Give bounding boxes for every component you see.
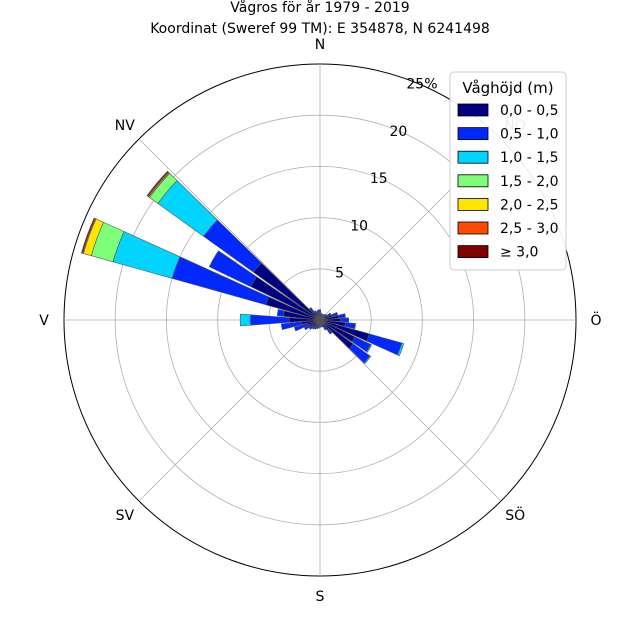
bar-segment <box>323 326 327 331</box>
legend-swatch <box>457 103 489 117</box>
direction-label: SÖ <box>505 506 525 524</box>
bar-segment <box>81 217 96 254</box>
grid-spoke <box>138 138 321 321</box>
legend-label: 2,5 - 3,0 <box>500 221 558 237</box>
legend-entry: 2,5 - 3,0 <box>457 221 558 237</box>
sector-350 <box>317 309 321 321</box>
direction-label: N <box>315 37 325 53</box>
bar-segment <box>112 231 181 279</box>
bar-segment <box>239 313 251 327</box>
legend-entry: 1,5 - 2,0 <box>457 174 558 190</box>
ring-label: 10 <box>350 218 368 234</box>
bar-segment <box>366 344 373 353</box>
bar-segment <box>363 355 372 365</box>
bar-segment <box>313 310 318 315</box>
legend-entry: 0,0 - 0,5 <box>457 103 558 119</box>
radial-tick-labels: 5 10 15 20 25% <box>335 76 437 281</box>
sector-120 <box>319 319 373 353</box>
ring-label: 5 <box>335 266 344 282</box>
legend-label: 1,0 - 1,5 <box>500 150 558 166</box>
legend-title: Våghöjd (m) <box>462 79 553 97</box>
legend-entry: 2,0 - 2,5 <box>457 197 558 213</box>
legend-label: 1,5 - 2,0 <box>500 174 558 190</box>
legend-swatch <box>457 174 489 188</box>
legend-swatch <box>457 150 489 164</box>
bar-segment <box>344 322 356 330</box>
rose-bars <box>81 170 405 365</box>
bar-segment <box>293 323 309 332</box>
legend-swatch <box>457 221 489 235</box>
legend-entry: 1,0 - 1,5 <box>457 150 558 166</box>
legend-box <box>449 71 567 271</box>
sector-260 <box>280 319 321 330</box>
legend-entry: 0,5 - 1,0 <box>457 127 558 143</box>
legend-label: 0,0 - 0,5 <box>500 103 558 119</box>
sector-70 <box>319 312 339 321</box>
ring-label: 15 <box>370 171 388 187</box>
sector-300 <box>208 250 321 321</box>
sector-80 <box>319 313 346 321</box>
direction-label: S <box>316 589 325 605</box>
bar-segment <box>208 250 257 288</box>
bar-segment <box>326 328 333 335</box>
sector-250 <box>293 319 321 332</box>
sector-110 <box>319 319 405 357</box>
direction-label: NV <box>115 118 135 134</box>
chart-subtitle: Koordinat (Sweref 99 TM): E 354878, N 62… <box>150 21 490 37</box>
bar-segment <box>340 317 349 323</box>
chart-title: Vågros för år 1979 - 2019 <box>230 0 409 16</box>
bar-segment <box>303 324 312 331</box>
bar-segment <box>366 333 403 356</box>
bar-segment <box>146 170 169 197</box>
bar-segment <box>280 321 303 330</box>
bar-segment <box>337 313 346 319</box>
sector-140 <box>319 319 333 335</box>
bar-segment <box>330 312 339 318</box>
bar-segment <box>318 309 322 315</box>
legend-entry: ≥ 3,0 <box>457 245 538 261</box>
bar-segment <box>276 309 285 317</box>
sector-310 <box>146 170 321 321</box>
grid-spoke <box>319 319 502 502</box>
legend-label: 2,0 - 2,5 <box>500 197 558 213</box>
bar-segment <box>308 307 315 314</box>
direction-label: Ö <box>590 311 601 329</box>
legend-label: ≥ 3,0 <box>500 245 538 261</box>
legend-swatch <box>457 127 489 140</box>
legend-label: 0,5 - 1,0 <box>500 127 558 143</box>
bar-segment <box>326 312 332 317</box>
sector-290 <box>81 217 321 321</box>
bar-segment <box>317 309 320 315</box>
bar-segment <box>397 342 405 357</box>
legend: Våghöjd (m) 0,0 - 0,5 0,5 - 1,0 1,0 - 1,5 1,… <box>449 71 567 271</box>
bar-segment <box>308 324 314 330</box>
sector-90 <box>319 317 349 323</box>
ring-label: 20 <box>389 124 407 140</box>
sector-240 <box>303 319 321 331</box>
sector-320 <box>308 307 321 321</box>
polar-grid <box>63 63 577 577</box>
ring-label: 25% <box>406 76 437 92</box>
sector-270 <box>239 313 321 327</box>
direction-label: SV <box>116 508 135 524</box>
sector-130 <box>319 319 372 365</box>
legend-swatch <box>457 197 489 211</box>
bar-segment <box>320 312 323 316</box>
direction-label: V <box>39 313 49 329</box>
legend-swatch <box>457 245 489 259</box>
grid-spoke <box>138 319 321 502</box>
